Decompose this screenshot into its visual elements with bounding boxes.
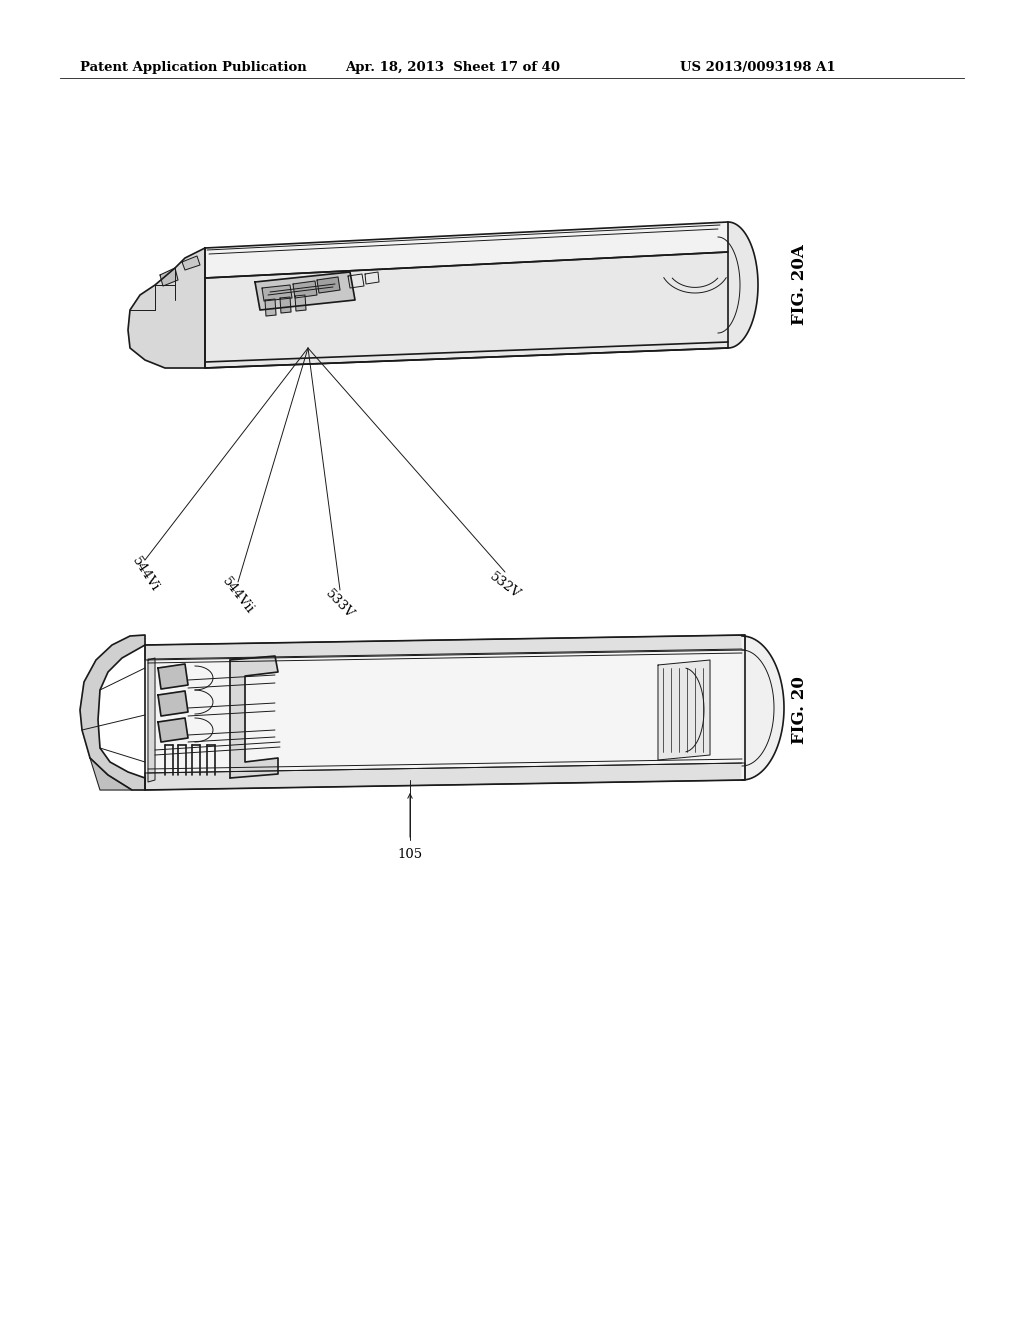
Polygon shape <box>293 281 317 298</box>
Polygon shape <box>158 718 188 742</box>
Text: Patent Application Publication: Patent Application Publication <box>80 62 307 74</box>
Polygon shape <box>145 635 745 660</box>
Text: 544Vii: 544Vii <box>220 576 256 616</box>
Text: FIG. 20: FIG. 20 <box>792 676 809 744</box>
Polygon shape <box>658 660 710 760</box>
Text: 105: 105 <box>397 849 423 862</box>
Polygon shape <box>262 285 292 301</box>
Text: US 2013/0093198 A1: US 2013/0093198 A1 <box>680 62 836 74</box>
Polygon shape <box>145 763 745 789</box>
Polygon shape <box>230 656 278 777</box>
Polygon shape <box>317 277 340 293</box>
Polygon shape <box>90 758 132 789</box>
Polygon shape <box>182 256 200 271</box>
Polygon shape <box>128 248 205 368</box>
Polygon shape <box>160 268 178 286</box>
Polygon shape <box>265 300 276 315</box>
Text: 544Vi: 544Vi <box>129 554 161 594</box>
Polygon shape <box>148 657 155 781</box>
Polygon shape <box>255 272 355 310</box>
Text: 532V: 532V <box>487 570 523 602</box>
Polygon shape <box>80 635 145 789</box>
Polygon shape <box>145 635 745 789</box>
Text: Apr. 18, 2013  Sheet 17 of 40: Apr. 18, 2013 Sheet 17 of 40 <box>345 62 560 74</box>
Polygon shape <box>280 297 291 313</box>
Text: 533V: 533V <box>324 587 356 622</box>
Polygon shape <box>205 252 728 368</box>
Polygon shape <box>295 294 306 312</box>
Polygon shape <box>205 222 728 279</box>
Polygon shape <box>158 664 188 689</box>
Polygon shape <box>158 690 188 715</box>
Text: FIG. 20A: FIG. 20A <box>792 244 809 326</box>
Polygon shape <box>728 222 758 348</box>
Polygon shape <box>742 636 784 780</box>
